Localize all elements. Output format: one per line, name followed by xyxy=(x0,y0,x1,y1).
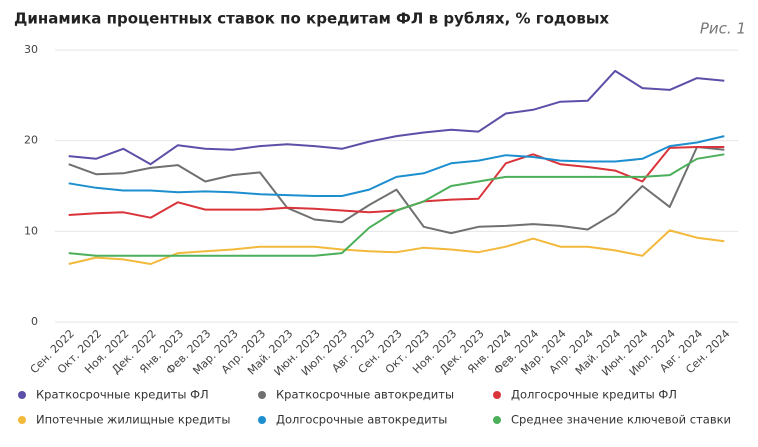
legend-marker xyxy=(18,416,26,424)
y-tick-label: 10 xyxy=(24,224,38,237)
series-line xyxy=(68,153,725,257)
figure-label: Рис. 1 xyxy=(700,20,746,38)
legend-marker xyxy=(493,416,501,424)
legend-label: Краткосрочные автокредиты xyxy=(276,388,454,402)
series-line xyxy=(68,69,725,166)
series-line xyxy=(68,135,725,197)
legend-marker xyxy=(493,391,501,399)
legend-label: Ипотечные жилищные кредиты xyxy=(36,413,230,427)
chart-title: Динамика процентных ставок по кредитам Ф… xyxy=(14,10,609,28)
legend-marker xyxy=(258,416,266,424)
legend-marker xyxy=(18,391,26,399)
series-line xyxy=(68,146,725,235)
legend-label: Долгосрочные автокредиты xyxy=(276,413,447,427)
legend-label: Краткосрочные кредиты ФЛ xyxy=(36,388,209,402)
y-tick-label: 0 xyxy=(31,315,38,328)
legend-label: Долгосрочные кредиты ФЛ xyxy=(511,388,677,402)
series-line xyxy=(68,146,725,219)
y-tick-label: 30 xyxy=(24,43,38,56)
legend-marker xyxy=(258,391,266,399)
series-line xyxy=(68,229,725,265)
legend-label: Среднее значение ключевой ставки xyxy=(511,413,731,427)
y-tick-label: 20 xyxy=(24,134,38,147)
